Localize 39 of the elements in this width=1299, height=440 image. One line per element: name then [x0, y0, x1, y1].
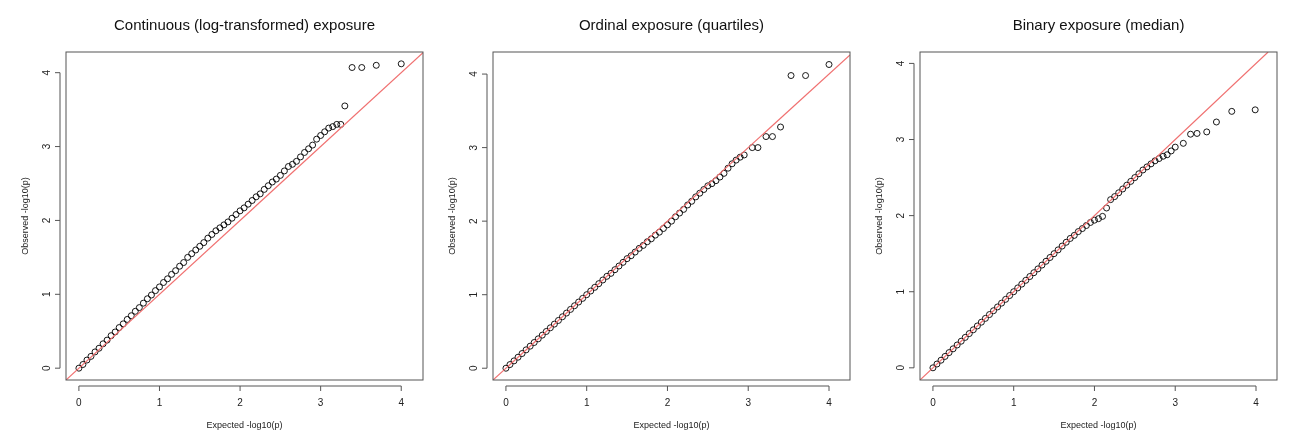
x-tick-label: 2	[237, 397, 244, 408]
x-tick-label: 2	[1091, 397, 1098, 408]
y-tick-label: 4	[895, 60, 906, 67]
y-tick-label: 0	[41, 364, 52, 371]
x-tick-label: 1	[156, 397, 163, 408]
x-tick-label: 4	[1253, 397, 1260, 408]
x-axis-title: Expected -log10(p)	[1060, 420, 1137, 430]
y-tick-label: 1	[895, 288, 906, 295]
y-axis-title: Observed -log10(p)	[874, 177, 884, 255]
y-tick-label: 4	[468, 70, 479, 77]
x-tick-label: 0	[503, 397, 510, 408]
y-axis-title: Observed -log10(p)	[20, 177, 30, 255]
x-tick-label: 4	[826, 397, 833, 408]
y-tick-label: 2	[468, 217, 479, 224]
x-axis-title: Expected -log10(p)	[206, 420, 283, 430]
x-tick-label: 0	[76, 397, 83, 408]
x-tick-label: 0	[930, 397, 937, 408]
chart-title: Continuous (log-transformed) exposure	[114, 16, 375, 33]
y-axis-title: Observed -log10(p)	[447, 177, 457, 255]
x-tick-label: 3	[1172, 397, 1179, 408]
x-tick-label: 1	[583, 397, 590, 408]
y-tick-label: 1	[468, 291, 479, 298]
y-tick-label: 3	[895, 136, 906, 143]
chart-title: Ordinal exposure (quartiles)	[578, 16, 765, 33]
x-tick-label: 2	[664, 397, 671, 408]
x-tick-label: 4	[398, 397, 405, 408]
chart-title: Binary exposure (median)	[1012, 16, 1185, 33]
x-axis-title: Expected -log10(p)	[633, 420, 710, 430]
x-tick-label: 1	[1010, 397, 1017, 408]
y-tick-label: 3	[41, 143, 52, 150]
y-tick-label: 2	[41, 217, 52, 224]
y-tick-label: 2	[895, 212, 906, 219]
y-tick-label: 0	[468, 365, 479, 372]
x-tick-label: 3	[745, 397, 752, 408]
y-tick-label: 4	[41, 69, 52, 76]
y-tick-label: 1	[41, 291, 52, 298]
y-tick-label: 0	[895, 364, 906, 371]
x-tick-label: 3	[317, 397, 324, 408]
y-tick-label: 3	[468, 144, 479, 151]
